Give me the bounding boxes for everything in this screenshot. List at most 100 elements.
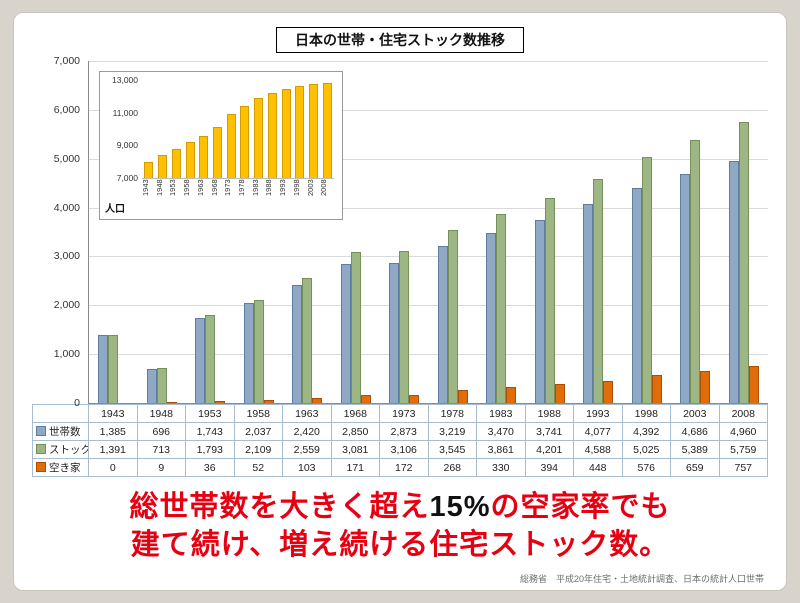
value-cell: 659 <box>670 458 720 477</box>
inset-bar-column <box>265 93 279 178</box>
value-cell: 3,106 <box>379 440 429 459</box>
bar-group <box>526 61 575 403</box>
inset-bar <box>158 155 168 178</box>
inset-bar-column <box>320 83 334 178</box>
inset-bar <box>212 127 222 178</box>
table-row-世帯数: 世帯数 1,385 696 1,743 2,037 2,420 2,850 2,873 3,21… <box>32 422 768 441</box>
value-cell: 1,743 <box>185 422 235 441</box>
bar-世帯数 <box>631 188 642 403</box>
inset-bar <box>226 114 236 178</box>
bar-世帯数 <box>680 174 691 403</box>
inset-x-tick-label: 1973 <box>223 179 233 196</box>
inset-bar-column <box>197 136 211 178</box>
bar-世帯数 <box>146 369 157 403</box>
inset-x-tick-label: 1998 <box>291 179 301 196</box>
value-cell: 2,109 <box>233 440 283 459</box>
chart-title: 日本の世帯・住宅ストック数推移 <box>276 27 524 53</box>
year-cell: 1998 <box>621 404 671 423</box>
inset-bar-column <box>169 149 183 178</box>
legend-cell: 世帯数 <box>32 422 89 441</box>
value-cell: 2,850 <box>330 422 380 441</box>
value-cell: 2,420 <box>282 422 332 441</box>
year-cell: 1963 <box>282 404 332 423</box>
year-cell: 1943 <box>88 404 138 423</box>
y-tick-label: 7,000 <box>53 55 80 67</box>
value-cell: 4,960 <box>718 422 768 441</box>
value-cell: 4,077 <box>573 422 623 441</box>
y-tick-label: 2,000 <box>53 299 80 312</box>
value-cell: 3,219 <box>427 422 477 441</box>
gridline <box>89 305 768 307</box>
bar-空き家 <box>457 390 468 403</box>
table-row-years: 1943 1948 1953 1958 1963 1968 1973 1978 1983 1988… <box>32 404 768 423</box>
data-table: 1943 1948 1953 1958 1963 1968 1973 1978 1983 1988… <box>32 404 768 477</box>
inset-bar <box>254 98 264 178</box>
caption-line2: 建て続け、増え続ける住宅ストック数。 <box>130 528 670 561</box>
inset-bar <box>267 93 277 178</box>
bar-世帯数 <box>486 233 497 403</box>
inset-bar <box>185 142 195 178</box>
bar-ストック数 <box>447 230 458 403</box>
y-tick-label: 0 <box>74 397 80 409</box>
value-cell: 2,559 <box>282 440 332 459</box>
bar-group <box>235 61 284 403</box>
bar-groups <box>89 61 768 403</box>
inset-bar <box>240 106 250 178</box>
bar-ストック数 <box>738 122 749 403</box>
value-cell: 103 <box>282 458 332 477</box>
y-axis: 0 1,000 2,000 3,000 4,000 5,000 6,000 7,000 <box>32 55 88 409</box>
bar-ストック数 <box>399 251 410 403</box>
bar-空き家 <box>360 395 371 403</box>
year-cell: 1948 <box>136 404 186 423</box>
bar-世帯数 <box>243 303 254 403</box>
inset-bar-column <box>279 89 293 178</box>
caption-red1: 総世帯数を大きく超え <box>129 491 430 523</box>
bar-group <box>380 61 429 403</box>
y-tick-label: 6,000 <box>53 103 80 116</box>
inset-y-tick-label: 7,000 <box>116 173 138 183</box>
inset-bar-column <box>307 84 321 178</box>
bar-世帯数 <box>534 220 545 403</box>
bar-空き家 <box>166 402 177 403</box>
bar-ストック数 <box>302 278 313 403</box>
table-row-空き家: 空き家 0 9 36 52 103 171 172 268 330 394 448 576 659 757 <box>32 458 768 477</box>
inset-bar <box>295 86 305 178</box>
inset-x-tick-label: 1978 <box>237 179 247 196</box>
inset-bar <box>199 136 209 178</box>
inset-bar-column <box>142 162 156 178</box>
legend-cell: 空き家 <box>32 458 89 477</box>
legend-swatch-icon <box>36 462 46 472</box>
value-cell: 757 <box>718 458 768 477</box>
year-cell: 1968 <box>330 404 380 423</box>
table-row-ストック数: ストック数1,3917131,7932,1092,5593,0813,1063,… <box>32 440 768 459</box>
gridline <box>89 256 768 258</box>
value-cell: 171 <box>330 458 380 477</box>
inset-x-labels: 1943 1948 1953 1958 1963 1968 1973 1978 1983 1988… <box>141 179 334 217</box>
value-cell: 4,201 <box>524 440 574 459</box>
y-tick-label: 3,000 <box>53 250 80 263</box>
inset-bars <box>142 80 334 178</box>
bar-group <box>720 61 769 403</box>
inset-bar-column <box>156 155 170 178</box>
bar-世帯数 <box>195 318 206 403</box>
inset-bar <box>322 83 332 178</box>
value-cell: 3,545 <box>427 440 477 459</box>
gridline <box>89 158 768 160</box>
slide-card: 日本の世帯・住宅ストック数推移 0 1,000 2,000 3,000 4,000 5,0… <box>13 12 787 591</box>
bar-group <box>623 61 672 403</box>
inset-bar <box>308 84 318 178</box>
value-cell: 576 <box>621 458 671 477</box>
value-cell: 3,741 <box>524 422 574 441</box>
bar-空き家 <box>651 375 662 403</box>
value-cell: 4,588 <box>573 440 623 459</box>
legend-label: ストック数 <box>49 444 88 456</box>
value-cell: 394 <box>524 458 574 477</box>
bar-空き家 <box>312 398 323 403</box>
bar-空き家 <box>506 387 517 403</box>
gridline <box>89 354 768 356</box>
value-cell: 1,391 <box>88 440 138 459</box>
bar-世帯数 <box>98 335 109 403</box>
value-cell: 172 <box>379 458 429 477</box>
inset-x-tick-label: 2008 <box>319 179 329 196</box>
bar-ストック数 <box>496 214 507 403</box>
